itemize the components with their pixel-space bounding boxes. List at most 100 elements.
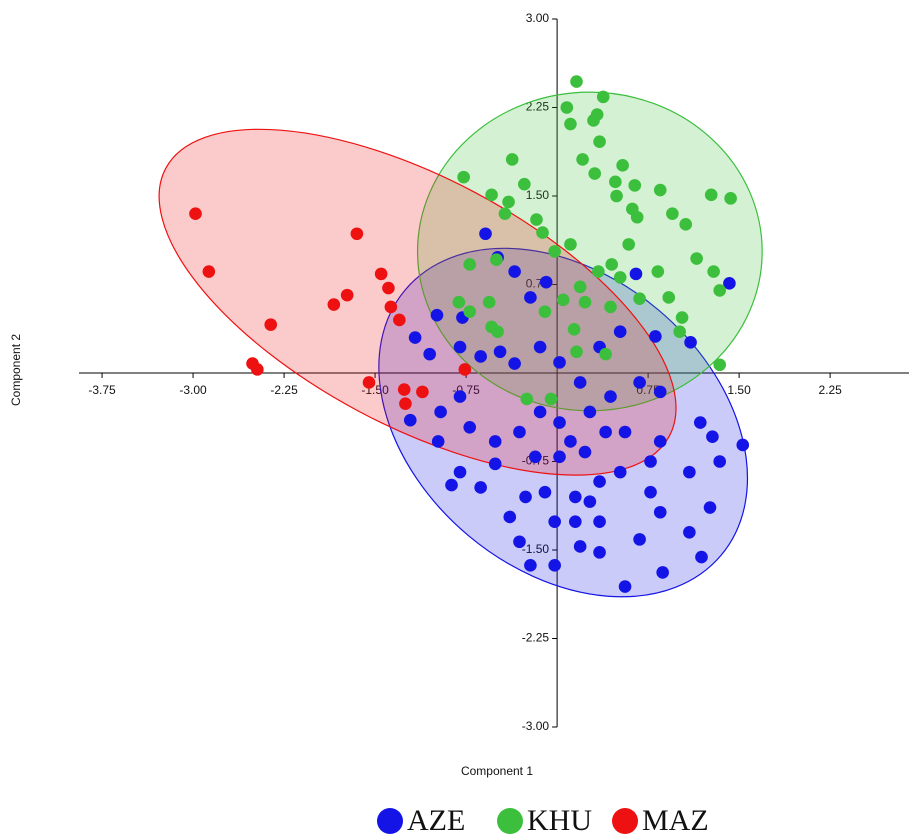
point [485, 188, 498, 202]
point [518, 177, 531, 191]
x-tick-label: -3.00 [179, 383, 207, 397]
legend-marker [497, 808, 523, 834]
point [587, 114, 600, 127]
point [519, 490, 532, 504]
point [633, 533, 646, 546]
legend-label: KHU [527, 804, 592, 837]
point [569, 515, 582, 528]
point [530, 213, 543, 226]
point [583, 405, 597, 419]
point [609, 175, 622, 189]
legend-label: MAZ [642, 804, 709, 837]
x-tick-label: 1.50 [727, 383, 751, 397]
point [596, 90, 610, 104]
point [423, 347, 436, 361]
point [629, 267, 643, 281]
point [498, 207, 512, 220]
point [382, 281, 395, 295]
point [593, 546, 606, 559]
point [675, 311, 689, 324]
point [431, 435, 445, 448]
point [457, 170, 470, 184]
point [520, 392, 534, 406]
point [556, 293, 570, 307]
point [569, 490, 582, 504]
point [544, 392, 558, 406]
point [463, 305, 477, 318]
point [633, 292, 646, 305]
point [505, 153, 519, 166]
point [570, 345, 583, 359]
point [508, 265, 521, 278]
point [202, 265, 216, 278]
point [662, 291, 676, 304]
point [479, 227, 492, 241]
point [393, 313, 406, 327]
point [599, 347, 612, 361]
point [713, 284, 727, 297]
point [482, 295, 496, 309]
point [350, 227, 364, 241]
point [430, 308, 444, 322]
legend-label: AZE [407, 804, 465, 837]
point [533, 340, 547, 354]
point [576, 153, 589, 166]
point [630, 210, 644, 224]
point [713, 455, 727, 468]
point [434, 405, 447, 419]
point [491, 325, 504, 339]
y-tick-label: 3.00 [526, 11, 550, 25]
point [453, 465, 467, 479]
legend-marker [377, 808, 403, 834]
point [362, 376, 376, 389]
point [690, 252, 703, 265]
point [573, 376, 587, 389]
point [693, 416, 707, 429]
point [503, 510, 517, 524]
point [588, 167, 602, 180]
point [583, 495, 597, 508]
legend-marker [612, 808, 638, 834]
legend: AZE KHU MAZ [377, 804, 709, 837]
point [684, 336, 697, 349]
point [683, 465, 696, 479]
point [528, 450, 542, 464]
y-axis-title: Component 2 [9, 334, 23, 406]
point [593, 475, 606, 488]
point [453, 340, 467, 354]
point [264, 318, 278, 331]
x-tick-label: 2.25 [818, 383, 842, 397]
point [463, 258, 477, 271]
point [513, 535, 526, 549]
point [560, 101, 574, 114]
point [548, 559, 561, 572]
point [490, 253, 503, 267]
point [653, 435, 667, 448]
point [573, 540, 587, 553]
point [618, 580, 632, 593]
point [564, 238, 577, 251]
point [374, 267, 388, 281]
point [605, 258, 619, 271]
point [445, 478, 458, 492]
point [578, 445, 592, 459]
point [723, 277, 736, 290]
point [628, 179, 642, 192]
point [548, 515, 561, 528]
point [493, 345, 507, 359]
point [613, 465, 627, 479]
point [644, 485, 657, 499]
point [613, 325, 627, 339]
point [403, 413, 417, 427]
point [649, 330, 662, 343]
point [679, 218, 693, 231]
point [564, 117, 577, 131]
point [474, 481, 487, 494]
point [567, 323, 581, 336]
point [397, 383, 411, 396]
point [599, 425, 612, 439]
point [538, 305, 552, 318]
point [713, 358, 727, 372]
point [704, 188, 718, 202]
point [399, 397, 412, 410]
